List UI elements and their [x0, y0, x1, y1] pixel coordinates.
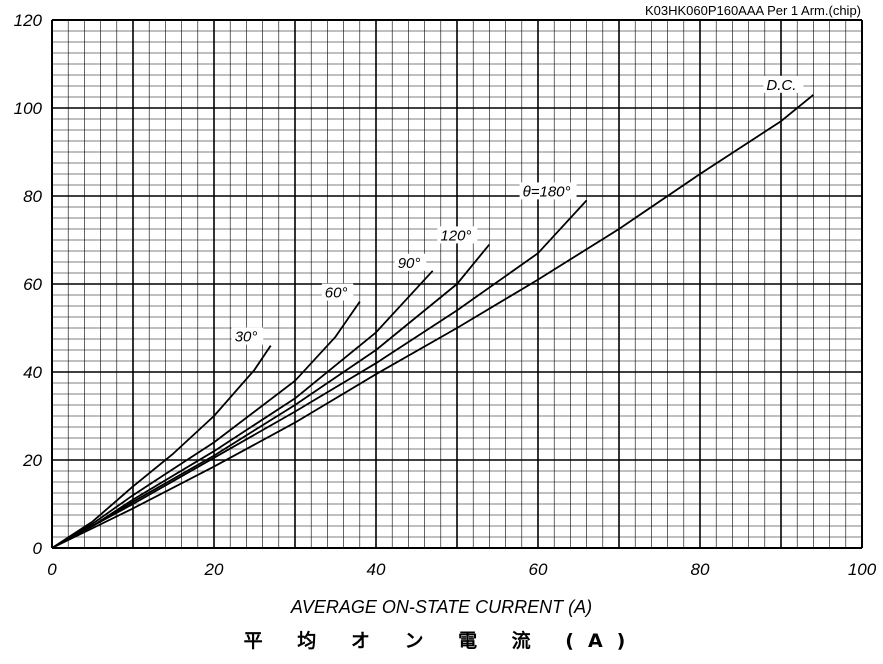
series-line	[51, 243, 491, 549]
series-line	[51, 301, 361, 549]
x-tick-label: 60	[529, 560, 548, 579]
series-label-bg	[231, 327, 264, 345]
series-label-bg	[763, 75, 804, 93]
series-label-bg	[519, 182, 577, 200]
series-label: D.C.	[766, 77, 796, 94]
y-tick-label: 40	[23, 363, 42, 382]
curve-labels: 30° 60° 90° 120° θ=180° D.C.	[231, 75, 804, 346]
x-axis-label: AVERAGE ON-STATE CURRENT (A)	[290, 597, 593, 617]
x-tick-label: 100	[848, 560, 877, 579]
curves	[51, 94, 814, 549]
series-line	[51, 94, 814, 549]
series-label-bg	[437, 226, 478, 244]
series-label: 120°	[440, 227, 471, 244]
grid	[51, 19, 863, 549]
y-tick-label: 0	[33, 539, 43, 558]
series-label-bg	[321, 283, 354, 301]
tick-labels: 0 20 40 60 80 100 0 20 40 60 80 100 120	[14, 11, 877, 579]
series-label: 90°	[398, 255, 421, 272]
x-tick-label: 0	[47, 560, 57, 579]
y-tick-label: 100	[14, 99, 43, 118]
y-tick-label: 80	[23, 187, 42, 206]
series-label: θ=180°	[523, 183, 571, 200]
y-tick-label: 20	[22, 451, 42, 470]
x-tick-label: 40	[367, 560, 386, 579]
series-line	[51, 199, 588, 549]
chart-header: K03HK060P160AAA Per 1 Arm.(chip)	[645, 3, 861, 18]
series-label-bg	[394, 253, 427, 271]
x-tick-label: 80	[691, 560, 710, 579]
series-line	[51, 345, 272, 549]
x-axis-label-jp: 平 均 オ ン 電 流 (A)	[243, 630, 640, 652]
y-tick-label: 60	[23, 275, 42, 294]
series-label: 60°	[325, 285, 348, 302]
x-tick-label: 20	[204, 560, 224, 579]
series-label: 30°	[235, 329, 258, 346]
y-tick-label: 120	[14, 11, 43, 30]
